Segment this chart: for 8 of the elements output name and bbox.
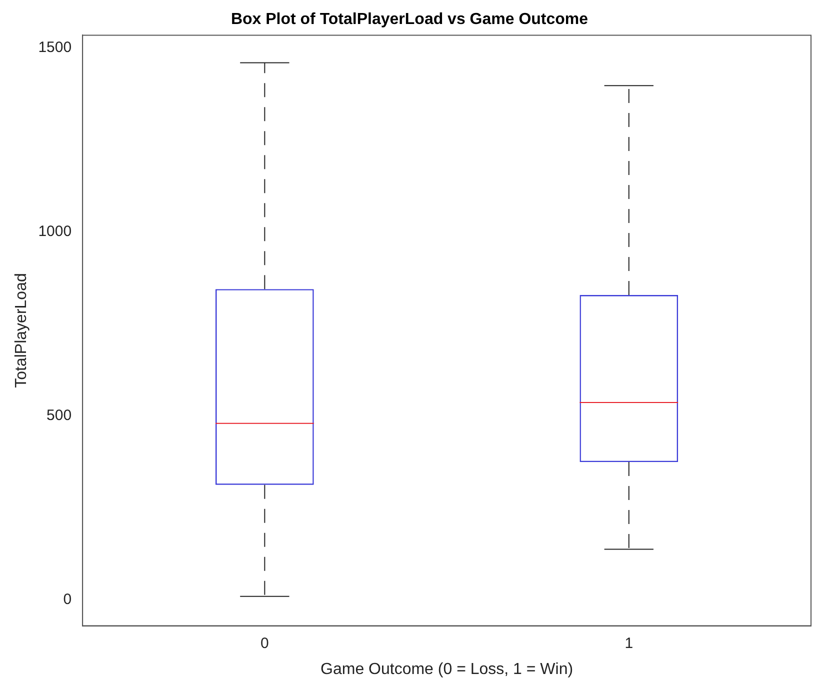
x-axis-title: Game Outcome (0 = Loss, 1 = Win) bbox=[320, 660, 574, 678]
chart-title: Box Plot of TotalPlayerLoad vs Game Outcome bbox=[230, 11, 588, 28]
y-tick-label: 1000 bbox=[38, 223, 72, 240]
x-tick-label: 1 bbox=[624, 634, 634, 652]
y-axis-title: TotalPlayerLoad bbox=[13, 273, 30, 388]
y-tick-label: 500 bbox=[46, 407, 72, 424]
y-tick-label: 0 bbox=[63, 591, 72, 608]
y-tick-label: 1500 bbox=[38, 39, 72, 56]
